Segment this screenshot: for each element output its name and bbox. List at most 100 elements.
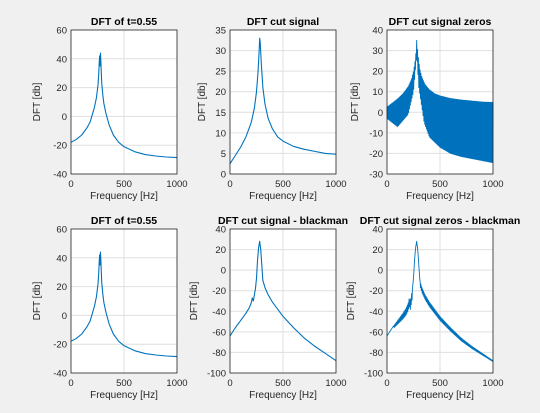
subplot-4-xtick-label: 0	[68, 378, 73, 389]
subplot-5-ytick-label: -100	[207, 369, 226, 380]
subplot-3-ytick-label: 40	[372, 26, 383, 37]
subplot-6-ytick-label: 40	[372, 225, 383, 236]
subplot-2-ytick-label: 20	[215, 87, 226, 98]
subplot-4-xtick-label: 500	[116, 378, 132, 389]
subplot-3-ytick-label: 30	[372, 46, 383, 57]
subplot-6-ytick-label: -40	[369, 307, 383, 318]
subplot-1-ytick-label: 40	[56, 54, 67, 65]
subplot-3-ytick-label: -30	[369, 170, 383, 181]
subplot-2-xtick-label: 1000	[325, 179, 346, 190]
subplot-2-series-line	[229, 37, 337, 165]
subplot-6-ytick-label: -20	[369, 286, 383, 297]
subplot-1-xtick-label: 500	[116, 179, 132, 190]
subplot-5-xlabel: Frequency [Hz]	[249, 390, 317, 401]
subplot-5-series-line	[229, 240, 337, 362]
subplot-4-series-line	[70, 251, 178, 358]
subplot-3-xtick-label: 0	[384, 179, 389, 190]
subplot-6-series-line	[386, 240, 494, 362]
subplot-2-ytick-label: 30	[215, 46, 226, 57]
subplot-5-xtick-label: 500	[275, 378, 291, 389]
subplot-1-ytick-label: 0	[62, 112, 67, 123]
subplot-2-plot: 0 500 1000 0 5 10 15 20 25 30 35	[215, 26, 346, 191]
subplot-2-ytick-label: 0	[221, 170, 226, 181]
subplot-3-series-line	[386, 39, 494, 164]
subplot-4-ytick-label: 0	[62, 311, 67, 322]
subplot-1-ylabel: DFT [db]	[32, 82, 43, 121]
subplot-3-ytick-label: 20	[372, 67, 383, 78]
subplot-5-xtick-label: 1000	[325, 378, 346, 389]
subplot-6-xtick-label: 1000	[482, 378, 503, 389]
subplot-1: DFT of t=0.55 0 500 1000 -40 -20 0 20 40 60 Freq…	[32, 16, 188, 202]
subplot-4-ylabel: DFT [db]	[32, 281, 43, 320]
subplot-4-xlabel: Frequency [Hz]	[90, 390, 158, 401]
subplot-3-axes-box	[386, 29, 494, 175]
subplot-5-title: DFT cut signal - blackman	[218, 215, 348, 227]
subplot-4-xtick-label: 1000	[166, 378, 187, 389]
subplot-3-ylabel: DFT [db]	[350, 82, 361, 121]
subplot-6-ytick-label: -60	[369, 327, 383, 338]
subplot-2-ytick-label: 5	[221, 149, 226, 160]
subplot-1-title: DFT of t=0.55	[91, 16, 157, 28]
subplot-3-xtick-label: 500	[432, 179, 448, 190]
subplot-2-xlabel: Frequency [Hz]	[249, 191, 317, 202]
subplot-2-ytick-label: 15	[215, 108, 226, 119]
subplot-4-ytick-label: -20	[53, 340, 67, 351]
subplot-4-ytick-label: 60	[56, 225, 67, 236]
subplot-3-ytick-label: 10	[372, 87, 383, 98]
subplot-1-series-line	[70, 52, 178, 159]
subplot-4-ytick-label: 40	[56, 253, 67, 264]
subplot-3-ytick-label: -20	[369, 149, 383, 160]
subplot-4-ytick-label: 20	[56, 282, 67, 293]
subplot-5-ytick-label: 0	[221, 266, 226, 277]
subplot-6-title: DFT cut signal zeros - blackman	[360, 215, 520, 227]
subplot-3-ytick-label: 0	[378, 108, 383, 119]
subplot-6-ytick-label: -80	[369, 348, 383, 359]
subplot-5-ytick-label: -60	[212, 327, 226, 338]
subplot-4: DFT of t=0.55 0 500 1000 -40 -20 0 20 40 60 Freq…	[32, 215, 188, 401]
subplot-6-xlabel: Frequency [Hz]	[406, 390, 474, 401]
subplot-6-plot: 0 500 1000 -100 -80 -60 -40 -20 0 20 40	[364, 225, 504, 390]
subplot-6-ytick-label: 0	[378, 266, 383, 277]
subplot-5-xtick-label: 0	[227, 378, 232, 389]
subplot-6-ylabel: DFT [db]	[346, 281, 357, 320]
subplot-6-axes-box	[386, 228, 494, 374]
subplot-3: DFT cut signal zeros 0 500 1000 -30 -20 -10 0 1…	[350, 16, 504, 202]
subplot-5-ytick-label: -20	[212, 286, 226, 297]
subplot-1-axes-box	[70, 29, 178, 175]
subplot-3-xtick-label: 1000	[482, 179, 503, 190]
subplot-3-title: DFT cut signal zeros	[389, 16, 492, 28]
subplot-5-axes-box	[229, 228, 337, 374]
subplot-5: DFT cut signal - blackman 0 500 1000 -100 -8…	[189, 215, 348, 401]
subplot-1-xtick-label: 0	[68, 179, 73, 190]
subplot-4-ytick-label: -40	[53, 369, 67, 380]
subplot-5-ytick-label: -80	[212, 348, 226, 359]
subplot-2-xtick-label: 0	[227, 179, 232, 190]
subplot-6-ytick-label: -100	[364, 369, 383, 380]
subplot-6-ytick-label: 20	[372, 245, 383, 256]
subplot-2-xtick-label: 500	[275, 179, 291, 190]
subplot-5-ytick-label: -40	[212, 307, 226, 318]
subplot-2-ylabel: DFT [db]	[197, 82, 208, 121]
subplot-1-ytick-label: 20	[56, 83, 67, 94]
subplot-1-ytick-label: 60	[56, 26, 67, 37]
subplot-2: DFT cut signal 0 500 1000 0 5 10 15 20 25 30 35 Fr…	[197, 16, 347, 202]
subplot-6-xtick-label: 0	[384, 378, 389, 389]
subplot-5-ytick-label: 40	[215, 225, 226, 236]
subplot-2-ytick-label: 35	[215, 26, 226, 37]
subplot-1-ytick-label: -20	[53, 141, 67, 152]
subplot-2-ytick-label: 25	[215, 67, 226, 78]
subplot-6-xtick-label: 500	[432, 378, 448, 389]
subplot-5-ytick-label: 20	[215, 245, 226, 256]
subplot-6: DFT cut signal zeros - blackman 0 500 1000…	[346, 215, 520, 401]
subplot-5-ylabel: DFT [db]	[189, 281, 200, 320]
subplot-4-axes-box	[70, 228, 178, 374]
subplot-1-xlabel: Frequency [Hz]	[90, 191, 158, 202]
subplot-3-ytick-label: -10	[369, 128, 383, 139]
subplot-1-ytick-label: -40	[53, 170, 67, 181]
subplot-4-title: DFT of t=0.55	[91, 215, 157, 227]
subplot-5-plot: 0 500 1000 -100 -80 -60 -40 -20 0 20 40	[207, 225, 347, 390]
subplot-2-title: DFT cut signal	[247, 16, 319, 28]
subplot-2-axes-box	[229, 29, 337, 175]
subplot-1-xtick-label: 1000	[166, 179, 187, 190]
